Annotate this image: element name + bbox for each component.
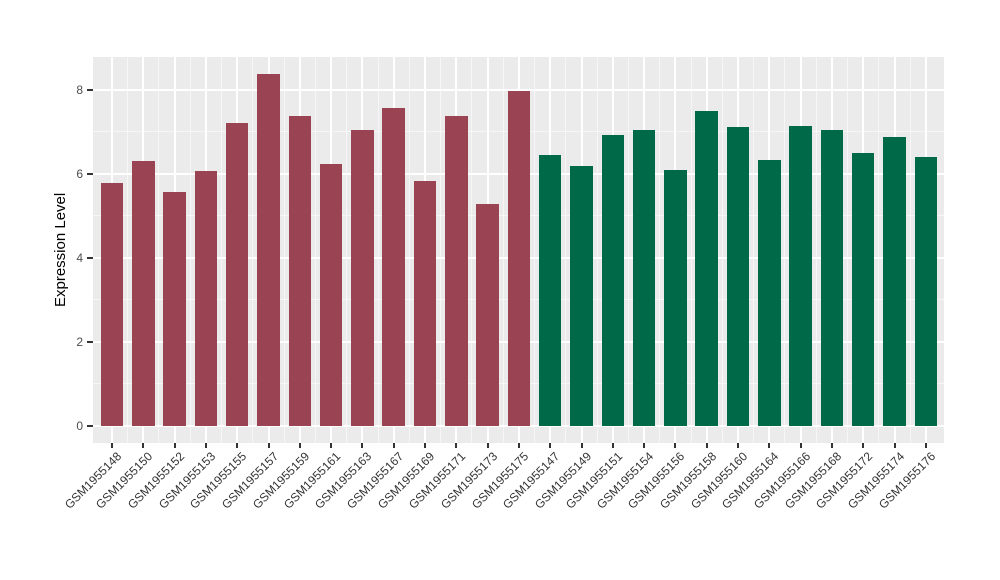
bar [225,123,249,426]
x-tick-mark [204,443,207,448]
x-tick-mark [486,443,489,448]
gridline-minor-v [346,57,348,443]
bar [632,130,656,426]
x-tick-mark [768,443,771,448]
x-tick-mark [424,443,426,448]
y-tick-label: 2 [76,335,83,349]
x-tick-mark [392,443,395,448]
gridline-minor-v [596,57,598,443]
bar [257,74,280,426]
x-tick-mark [298,443,301,448]
bar [601,134,625,426]
bar [570,166,593,426]
bar [538,155,562,426]
x-tick-mark [549,443,552,448]
x-tick-mark [924,443,927,448]
y-tick-label: 8 [76,83,83,97]
x-tick-mark [893,443,896,448]
gridline-minor-v [283,57,285,443]
x-tick-mark [236,443,239,448]
gridline-minor-v [314,57,316,443]
y-tick-mark [87,173,93,175]
x-tick-mark [455,443,458,448]
y-tick-label: 6 [76,167,83,181]
bar [194,170,218,426]
gridline-minor-v [659,57,661,443]
x-tick-mark [142,443,145,448]
gridline-minor-v [627,57,629,443]
x-tick-mark [173,443,176,448]
bar [664,170,687,426]
y-axis-title: Expression Level [52,192,69,308]
bar [758,159,781,426]
gridline-minor-v [815,57,817,443]
y-tick-label: 4 [76,251,83,265]
x-tick-mark [830,443,833,448]
bar [163,191,186,426]
bar [914,157,938,426]
y-tick-label: 0 [76,419,83,433]
bar [319,163,343,426]
gridline-minor-v [158,57,160,443]
x-tick-mark [643,443,646,448]
gridline-minor-v [878,57,880,443]
bar [820,130,844,426]
x-tick-mark [862,443,865,448]
x-tick-mark [330,443,333,448]
bar [476,203,499,426]
y-tick-mark [87,89,93,91]
bar [695,111,718,426]
gridline-minor-v [502,57,504,443]
gridline-minor-v [753,57,755,443]
x-tick-mark [705,443,708,448]
bar [351,130,374,426]
bar [883,137,906,426]
y-tick-mark [87,341,93,343]
y-tick-mark [87,425,93,427]
gridline-minor-v [534,57,536,443]
bar [132,161,155,426]
gridline-minor-v [721,57,723,443]
x-tick-mark [611,443,614,448]
bar [789,126,812,426]
gridline-minor-v [189,57,191,443]
bar [382,108,405,426]
gridline-minor-v [784,57,786,443]
gridline-minor-v [408,57,410,443]
x-tick-mark [674,443,677,448]
plot-panel [93,57,944,443]
bar [100,183,124,426]
gridline-minor-v [471,57,473,443]
gridline-minor-v [847,57,849,443]
bar [413,180,437,426]
x-tick-mark [799,443,802,448]
x-tick-mark [580,443,583,448]
bar [851,153,875,426]
bar [288,116,312,426]
x-tick-mark [267,443,270,448]
gridline-minor-v [252,57,254,443]
gridline-minor-v [909,57,911,443]
x-tick-mark [111,443,113,448]
bar [507,91,531,426]
gridline-minor-v [440,57,442,443]
x-tick-mark [361,443,364,448]
gridline-minor-v [690,57,692,443]
y-tick-mark [87,257,93,259]
x-tick-mark [737,443,739,448]
x-tick-mark [517,443,520,448]
gridline-minor-v [565,57,567,443]
bar [726,126,750,426]
bar [445,115,468,426]
gridline-minor-v [221,57,223,443]
gridline-minor-v [127,57,129,443]
gridline-minor-v [377,57,379,443]
